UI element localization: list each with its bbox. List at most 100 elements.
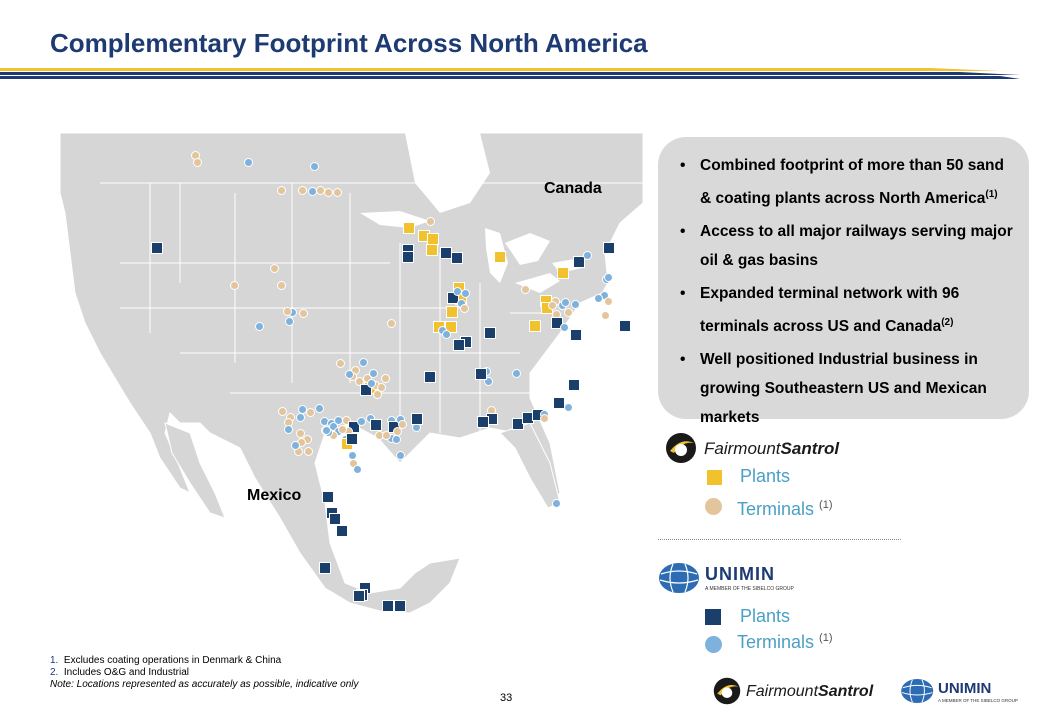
unimin-terminal-marker	[582, 250, 592, 260]
unimin-plant-marker	[346, 433, 358, 445]
fairmount-terminal-marker	[520, 284, 530, 294]
bullet-3: • Expanded terminal network with 96 termi…	[672, 279, 1015, 341]
unimin-plant-marker	[402, 251, 414, 263]
unimin-terminal-marker	[551, 498, 561, 508]
mexico-label: Mexico	[247, 487, 302, 504]
unimin-terminal-marker	[358, 357, 368, 367]
unimin-tagline: A MEMBER OF THE SIBELCO GROUP	[705, 586, 794, 592]
unimin-terminal-marker	[295, 412, 305, 422]
page-number: 33	[500, 692, 513, 704]
unimin-plant-marker	[353, 590, 365, 602]
fairmount-terminal-marker	[332, 187, 342, 197]
unimin-plant-marker	[484, 327, 496, 339]
bullet-icon: •	[680, 351, 686, 369]
fairmount-terminal-marker	[386, 318, 396, 328]
fairmount-plant-marker	[446, 306, 458, 318]
unimin-terminal-marker	[483, 376, 493, 386]
bullet-icon: •	[680, 285, 686, 303]
fairmount-plant-swatch	[707, 470, 722, 485]
fairmount-terminal-marker	[372, 389, 382, 399]
fairmount-swoosh-icon	[666, 433, 696, 463]
unimin-plant-marker	[451, 252, 463, 264]
fairmount-terminal-marker	[539, 413, 549, 423]
highlights-panel: • Combined footprint of more than 50 sand…	[658, 137, 1029, 426]
unimin-plant-marker	[370, 419, 382, 431]
unimin-terminal-marker	[391, 434, 401, 444]
footer-santrol-word: Santrol	[818, 683, 874, 700]
fairmount-terminal-marker	[323, 187, 333, 197]
unimin-plant-marker	[336, 525, 348, 537]
bullet-icon: •	[680, 157, 686, 174]
unimin-wordmark: UNIMIN	[705, 564, 775, 584]
location-markers	[60, 133, 643, 645]
footnote-note: Note: Locations represented as accuratel…	[50, 679, 359, 690]
unimin-terminal-marker	[563, 402, 573, 412]
unimin-plant-marker	[382, 600, 394, 612]
fairmount-plant-marker	[403, 222, 415, 234]
header-stripes	[0, 68, 1020, 79]
unimin-plants-label: Plants	[740, 606, 791, 626]
unimin-terminal-marker	[254, 321, 264, 331]
fairmount-terminal-marker	[276, 280, 286, 290]
unimin-terminal-marker	[460, 288, 470, 298]
unimin-plant-marker	[322, 491, 334, 503]
fairmount-terminal-marker	[603, 296, 613, 306]
fairmount-terminal-marker	[341, 415, 351, 425]
bullet-4: • Well positioned Industrial business in …	[672, 345, 1015, 432]
unimin-terminal-marker	[559, 322, 569, 332]
footer-fairmount-word: Fairmount	[746, 683, 819, 700]
footer-unimin-logo: UNIMIN A MEMBER OF THE SIBELCO GROUP	[898, 676, 1038, 710]
fairmount-terminal-marker	[600, 310, 610, 320]
unimin-plant-marker	[319, 562, 331, 574]
unimin-logo: UNIMIN A MEMBER OF THE SIBELCO GROUP	[655, 560, 825, 598]
fairmount-terminal-marker	[303, 446, 313, 456]
legend-divider	[658, 539, 901, 540]
unimin-plant-marker	[603, 242, 615, 254]
unimin-terminal-marker	[356, 416, 366, 426]
unimin-terminal-marker	[352, 464, 362, 474]
unimin-terminal-marker	[441, 329, 451, 339]
fairmount-terminal-marker	[282, 306, 292, 316]
fairmount-swoosh-icon	[713, 677, 741, 705]
fairmount-terminal-marker	[229, 280, 239, 290]
footer-unimin-tagline: A MEMBER OF THE SIBELCO GROUP	[938, 698, 1018, 703]
unimin-terminal-marker	[560, 297, 570, 307]
fairmount-terminal-marker	[547, 300, 557, 310]
fairmount-terminal-marker	[459, 303, 469, 313]
fairmount-terminal-marker	[380, 373, 390, 383]
bullet-icon: •	[680, 223, 686, 241]
unimin-plant-marker	[553, 397, 565, 409]
fairmount-terminal-marker	[563, 307, 573, 317]
unimin-plant-marker	[619, 320, 631, 332]
santrol-word: Santrol	[780, 439, 840, 458]
unimin-terminal-marker	[593, 293, 603, 303]
north-america-map: Canada Mexico	[59, 132, 644, 645]
fairmount-plant-marker	[494, 251, 506, 263]
fairmount-terminal-marker	[269, 263, 279, 273]
unimin-terminal-marker	[290, 440, 300, 450]
footnote-2: 2. Includes O&G and Industrial	[50, 667, 189, 678]
fairmount-plant-marker	[426, 244, 438, 256]
fairmount-terminal-marker	[295, 428, 305, 438]
canada-label: Canada	[544, 180, 602, 197]
unimin-terminal-marker	[321, 425, 331, 435]
unimin-terminal-marker	[344, 369, 354, 379]
unimin-plant-marker	[411, 413, 423, 425]
unimin-plant-marker	[568, 379, 580, 391]
unimin-globe-icon	[901, 679, 934, 703]
unimin-terminal-marker	[395, 450, 405, 460]
fairmount-terminal-marker	[335, 358, 345, 368]
unimin-plant-marker	[453, 339, 465, 351]
unimin-plant-marker	[394, 600, 406, 612]
unimin-terminal-marker	[368, 368, 378, 378]
unimin-plant-marker	[570, 329, 582, 341]
fairmount-terminal-marker	[337, 424, 347, 434]
unimin-terminal-marker	[284, 316, 294, 326]
unimin-plant-marker	[475, 368, 487, 380]
fairmount-terminal-marker	[381, 430, 391, 440]
fairmount-terminal-marker	[297, 185, 307, 195]
unimin-plant-marker	[573, 256, 585, 268]
fairmount-santrol-logo: FairmountSantrol	[664, 431, 864, 465]
page-title: Complementary Footprint Across North Ame…	[50, 28, 648, 58]
fairmount-terminal-marker	[397, 419, 407, 429]
